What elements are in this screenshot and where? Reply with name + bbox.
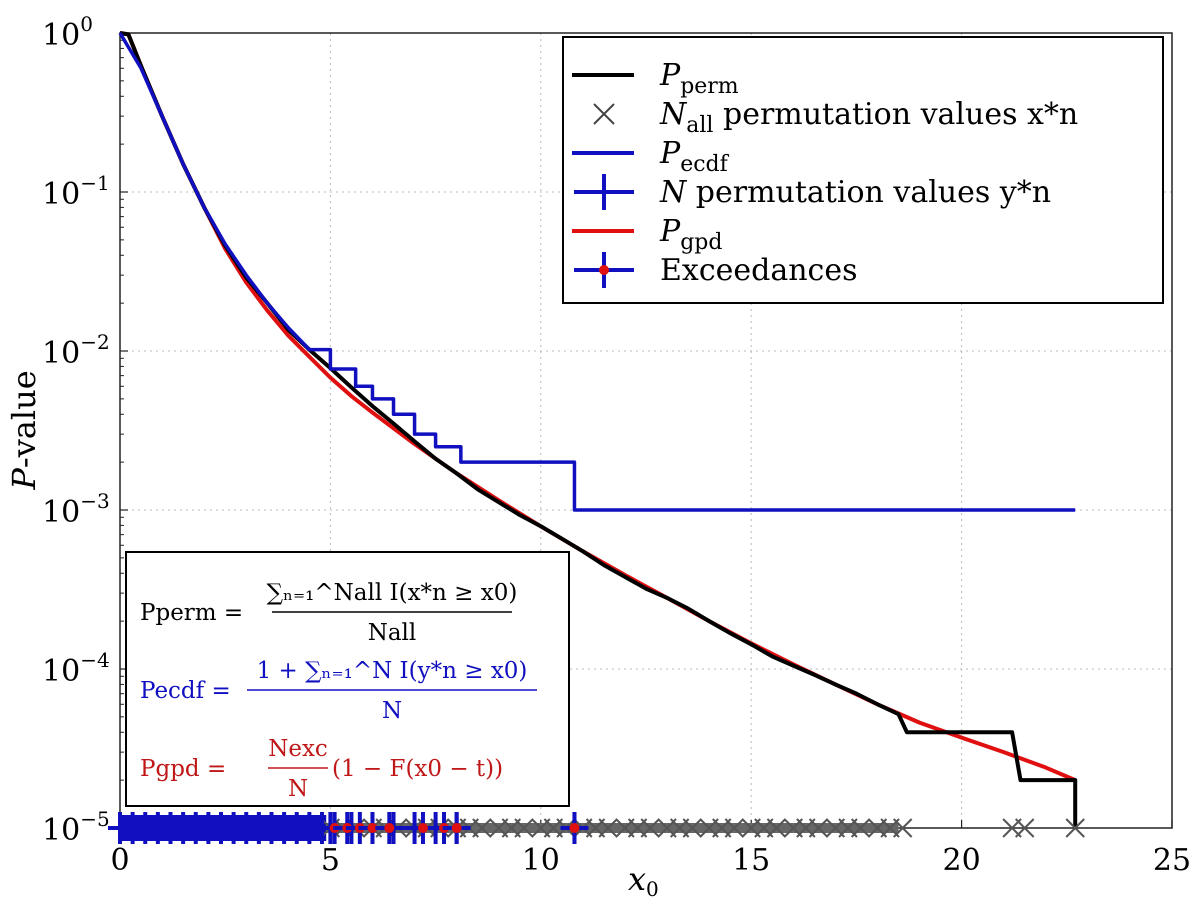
x-tick-label: 20 <box>943 843 981 878</box>
exceedance-dot <box>384 823 395 833</box>
formula-denominator: Nall <box>368 620 417 646</box>
formula-denominator: N <box>382 698 402 724</box>
y-tick-label: 10−2 <box>42 330 110 371</box>
series-line-pecdf <box>118 32 1076 512</box>
formula-lhs: Pperm = <box>140 600 243 626</box>
legend-entry: Pgpd <box>659 214 722 255</box>
x-mark <box>808 818 829 838</box>
y-tick-label: 10−1 <box>42 171 110 212</box>
legend-swatch-dot <box>599 265 609 275</box>
legend-entry: Nall permutation values x*n <box>659 97 1078 138</box>
legend-swatch-x <box>593 103 615 125</box>
x-mark <box>1065 818 1085 838</box>
x-mark <box>514 818 534 838</box>
legend-entry: Exceedances <box>660 253 858 288</box>
x-mark <box>598 818 618 838</box>
formula-numerator: 1 + ∑ₙ₌₁^N I(y*n ≥ x0) <box>257 658 528 684</box>
x-mark <box>850 818 871 838</box>
x-mark <box>472 818 492 838</box>
x-tick-label: 0 <box>110 843 129 878</box>
x-tick-labels: 0 5 10 15 20 25 <box>110 843 1191 878</box>
formula-numerator: Nexc <box>268 736 328 762</box>
formula-tail: (1 − F(x0 − t)) <box>332 756 503 782</box>
legend-entry: Pecdf <box>659 136 730 177</box>
formula-lhs: Pecdf = <box>140 678 231 704</box>
exceedance-dot <box>451 823 462 833</box>
y-tick-label: 10−3 <box>42 489 110 530</box>
y-tick-labels: 100 10−1 10−2 10−3 10−4 10−5 <box>42 12 110 848</box>
x-tick-label: 25 <box>1153 843 1191 878</box>
x-mark <box>1015 818 1035 838</box>
formula-box-frame <box>125 551 570 807</box>
formula-denominator: N <box>288 776 308 802</box>
legend-entry: Pperm <box>659 58 739 99</box>
x-mark <box>724 818 745 838</box>
exceedance-dot <box>569 823 580 833</box>
y-tick-label: 10−5 <box>42 807 110 848</box>
formula-lhs: Pgpd = <box>140 756 226 782</box>
x-mark <box>766 818 787 838</box>
formula-box: Pperm = ∑ₙ₌₁^Nall I(x*n ≥ x0) Nall Pecdf = 1… <box>125 551 570 807</box>
formula-numerator: ∑ₙ₌₁^Nall I(x*n ≥ x0) <box>267 580 518 606</box>
x-axis-label-sub: 0 <box>646 877 659 900</box>
x-axis-label: x0 <box>628 860 659 900</box>
y-tick-label: 10−4 <box>42 648 110 689</box>
y-tick-label: 100 <box>42 12 93 53</box>
exceedance-dot <box>417 823 428 833</box>
legend-entry: N permutation values y*n <box>659 175 1051 210</box>
x-mark <box>682 818 702 838</box>
x-tick-label: 15 <box>732 843 770 878</box>
series-group <box>118 31 1078 828</box>
x-mark <box>640 818 660 838</box>
exceedance-dot <box>367 823 378 833</box>
y-axis-label: P-value <box>5 370 43 490</box>
x-tick-label: 10 <box>522 843 560 878</box>
legend-box <box>562 36 1164 304</box>
marker-group <box>108 812 1085 844</box>
x-mark <box>892 818 913 838</box>
legend-swatch-plus <box>574 174 634 210</box>
x-tick-label: 5 <box>321 843 340 878</box>
